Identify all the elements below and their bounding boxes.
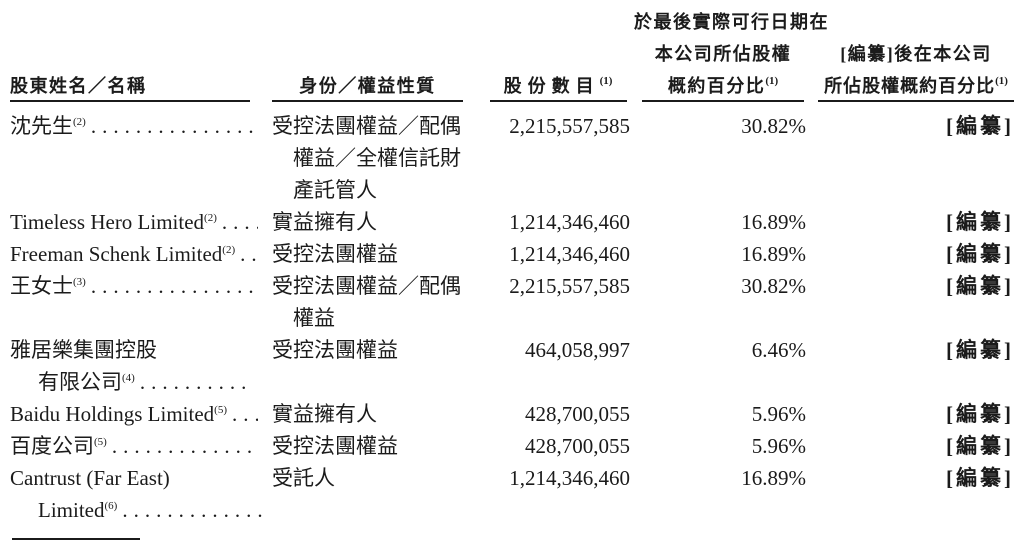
shareholder-name: Cantrust (Far East) [10, 466, 170, 490]
footnote-ref: (4) [122, 372, 135, 384]
dot-leader: ............. [111, 434, 258, 458]
shareholder-name: 王女士 [10, 274, 73, 298]
shareholder-name: 雅居樂集團控股 [10, 338, 157, 362]
row-name: 雅居樂集團控股 [10, 334, 258, 366]
shareholder-name: 百度公司 [10, 434, 94, 458]
row-identity: 受控法團權益 [272, 434, 398, 458]
pct-value: 30.82% [741, 274, 806, 298]
dot-leader: .... [221, 210, 258, 234]
footnote-ref: (5) [214, 404, 227, 416]
row-name: 王女士(3)............... [10, 270, 258, 306]
footnote-ref: (2) [204, 212, 217, 224]
shares-value: 1,214,346,460 [509, 466, 630, 490]
footnote-ref: (1) [995, 75, 1008, 87]
pct-value: 5.96% [751, 434, 806, 458]
row-name: Timeless Hero Limited(2).... [10, 206, 258, 242]
row-name: 百度公司(5)............. [10, 430, 258, 466]
row-name: Freeman Schenk Limited(2).. [10, 238, 258, 274]
dot-leader: ............... [90, 274, 258, 298]
dot-leader: .. [240, 242, 257, 266]
header-underline [818, 100, 1014, 102]
row-identity-cont: 產託管人 [293, 178, 377, 202]
row-identity: 受控法團權益／配偶 [272, 114, 461, 138]
dot-leader: ............. [122, 498, 269, 522]
shareholder-name: 沈先生 [10, 114, 73, 138]
header-underline [490, 100, 627, 102]
col-header-name: 股東姓名／名稱 [10, 76, 147, 96]
footnote-ref: (5) [94, 436, 107, 448]
shares-value: 2,215,557,585 [509, 114, 630, 138]
row-identity-cont: 權益／全權信託財 [293, 146, 461, 170]
pct-value: 5.96% [751, 402, 806, 426]
redacted-value: [編纂] [946, 338, 1014, 362]
col-header-post-line1: [編纂]後在本公司 [840, 44, 992, 64]
shareholder-name: Baidu Holdings Limited [10, 402, 215, 426]
shares-value: 1,214,346,460 [509, 242, 630, 266]
shares-value: 1,214,346,460 [509, 210, 630, 234]
row-identity-cont: 權益 [293, 306, 335, 330]
redacted-value: [編纂] [946, 434, 1014, 458]
row-identity: 受控法團權益／配偶 [272, 274, 461, 298]
row-identity: 受控法團權益 [272, 338, 398, 362]
col-header-pct-line3: 概約百分比(1) [634, 70, 812, 105]
dot-leader: ............... [90, 114, 258, 138]
row-name: Cantrust (Far East) [10, 462, 258, 494]
row-identity: 受託人 [272, 466, 335, 490]
shares-value: 464,058,997 [525, 338, 630, 362]
pct-value: 6.46% [751, 338, 806, 362]
footnote-divider [12, 538, 140, 540]
footnote-ref: (6) [104, 500, 118, 512]
col-header-identity: 身份／權益性質 [299, 76, 436, 96]
pct-value: 16.89% [741, 466, 806, 490]
redacted-value: [編纂] [946, 274, 1014, 298]
shareholder-name: Limited [38, 498, 105, 522]
row-name-cont: Limited(6)............. [10, 494, 286, 530]
shareholder-name: Timeless Hero Limited [10, 210, 205, 234]
col-header-shares: 股份數目(1) [486, 70, 630, 105]
col-header-post-line2-text: 所佔股權概約百分比 [824, 76, 996, 96]
pct-value: 16.89% [741, 242, 806, 266]
row-name: 沈先生(2)............... [10, 110, 258, 146]
header-underline [10, 100, 250, 102]
redacted-value: [編纂] [946, 466, 1014, 490]
col-header-post-line2: 所佔股權概約百分比(1) [812, 70, 1020, 105]
redacted-value: [編纂] [946, 402, 1014, 426]
col-header-pct-line3-text: 概約百分比 [667, 76, 766, 96]
shareholder-name: Freeman Schenk Limited [10, 242, 223, 266]
row-identity: 實益擁有人 [272, 210, 377, 234]
redacted-value: [編纂] [946, 242, 1014, 266]
header-underline [272, 100, 463, 102]
redacted-value: [編纂] [946, 210, 1014, 234]
footnote-ref: (2) [222, 244, 236, 256]
col-header-shares-text: 股份數目 [503, 76, 600, 96]
shares-value: 2,215,557,585 [509, 274, 630, 298]
dot-leader: ... [231, 402, 258, 426]
dot-leader: .......... [139, 370, 253, 394]
shares-value: 428,700,055 [525, 434, 630, 458]
footnote-ref: (3) [73, 276, 86, 288]
row-name: Baidu Holdings Limited(5)... [10, 398, 258, 434]
pct-value: 30.82% [741, 114, 806, 138]
col-header-pct-line1: 於最後實際可行日期在 [634, 12, 829, 32]
footnote-ref: (2) [73, 116, 86, 128]
header-underline [642, 100, 804, 102]
shareholder-name: 有限公司 [38, 370, 122, 394]
row-identity: 實益擁有人 [272, 402, 377, 426]
row-name-cont: 有限公司(4).......... [10, 366, 286, 402]
shares-value: 428,700,055 [525, 402, 630, 426]
footnote-ref: (1) [765, 75, 779, 87]
redacted-value: [編纂] [946, 114, 1014, 138]
footnote-ref: (1) [599, 75, 613, 87]
row-identity: 受控法團權益 [272, 242, 398, 266]
pct-value: 16.89% [741, 210, 806, 234]
col-header-pct-line2: 本公司所佔股權 [654, 44, 792, 64]
